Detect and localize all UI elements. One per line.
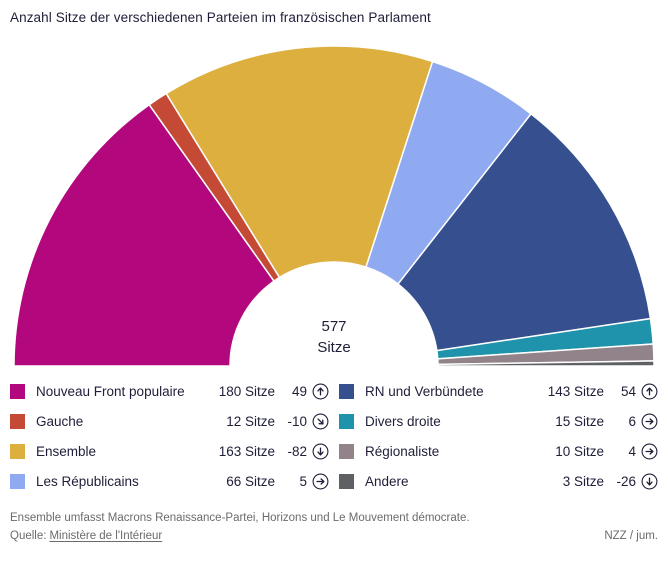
legend-item-divers-droite: Divers droite 15 Sitze 6 xyxy=(339,406,658,436)
legend-item-nouveau-front-populaire: Nouveau Front populaire 180 Sitze 49 xyxy=(10,376,329,406)
segment-ensemble xyxy=(165,45,434,279)
segment-andere xyxy=(437,360,655,367)
legend-swatch xyxy=(339,473,354,489)
legend-party-name: Régionaliste xyxy=(365,443,440,459)
legend-change: 54 xyxy=(620,383,636,399)
trend-right-icon xyxy=(641,413,658,430)
trend-down-icon xyxy=(312,443,329,460)
legend-change: 4 xyxy=(628,443,636,459)
legend-swatch xyxy=(10,443,25,459)
trend-up-icon xyxy=(312,383,329,400)
legend-seats: 10 Sitze xyxy=(555,443,604,459)
legend-party-name: Divers droite xyxy=(365,413,441,429)
legend-item-les-republicains: Les Républicains 66 Sitze 5 xyxy=(10,466,329,496)
source-line: Quelle: Ministère de l'Intérieur xyxy=(10,530,162,542)
legend-party-name: RN und Verbündete xyxy=(365,383,484,399)
legend-party-name: Nouveau Front populaire xyxy=(36,383,185,399)
legend-swatch xyxy=(339,413,354,429)
legend-item-gauche: Gauche 12 Sitze -10 xyxy=(10,406,329,436)
legend-party-name: Gauche xyxy=(36,413,84,429)
legend-item-rn-und-verbuendete: RN und Verbündete 143 Sitze 54 xyxy=(339,376,658,406)
trend-up-icon xyxy=(641,383,658,400)
legend-seats: 163 Sitze xyxy=(218,443,275,459)
legend-swatch xyxy=(339,383,354,399)
legend-change: -26 xyxy=(616,473,636,489)
legend-item-andere: Andere 3 Sitze -26 xyxy=(339,466,658,496)
legend-swatch xyxy=(10,413,25,429)
legend-change: -10 xyxy=(287,413,307,429)
trend-right-icon xyxy=(641,443,658,460)
legend-change: -82 xyxy=(287,443,307,459)
legend-seats: 180 Sitze xyxy=(218,383,275,399)
trend-down-right-icon xyxy=(312,413,329,430)
legend-party-name: Ensemble xyxy=(36,443,97,459)
legend-change: 5 xyxy=(299,473,307,489)
credit: NZZ / jum. xyxy=(604,530,658,542)
legend-swatch xyxy=(339,443,354,459)
total-seats-unit: Sitze xyxy=(317,339,351,356)
legend-seats: 143 Sitze xyxy=(547,383,604,399)
legend-change: 6 xyxy=(628,413,636,429)
source-link[interactable]: Ministère de l'Intérieur xyxy=(49,530,163,542)
total-seats-value: 577 xyxy=(321,318,347,335)
legend-seats: 15 Sitze xyxy=(555,413,604,429)
hemicycle-chart xyxy=(13,45,655,367)
legend-party-name: Les Républicains xyxy=(36,473,139,489)
segment-nouveau-front-populaire xyxy=(13,103,275,367)
trend-down-icon xyxy=(641,473,658,490)
trend-right-icon xyxy=(312,473,329,490)
legend-seats: 12 Sitze xyxy=(226,413,275,429)
legend-change: 49 xyxy=(291,383,307,399)
legend: Nouveau Front populaire 180 Sitze 49 Gauch… xyxy=(10,376,658,496)
legend-swatch xyxy=(10,473,25,489)
legend-seats: 66 Sitze xyxy=(226,473,275,489)
segment-rn-und-verbuendete xyxy=(396,112,652,352)
source-label: Quelle: xyxy=(10,530,47,542)
legend-party-name: Andere xyxy=(365,473,409,489)
legend-swatch xyxy=(10,383,25,399)
legend-item-regionaliste: Régionaliste 10 Sitze 4 xyxy=(339,436,658,466)
chart-title: Anzahl Sitze der verschiedenen Parteien … xyxy=(10,10,431,25)
total-seats-label: 577 Sitze xyxy=(317,316,350,358)
legend-item-ensemble: Ensemble 163 Sitze -82 xyxy=(10,436,329,466)
legend-seats: 3 Sitze xyxy=(562,473,604,489)
footnote: Ensemble umfasst Macrons Renaissance-Par… xyxy=(10,512,470,524)
